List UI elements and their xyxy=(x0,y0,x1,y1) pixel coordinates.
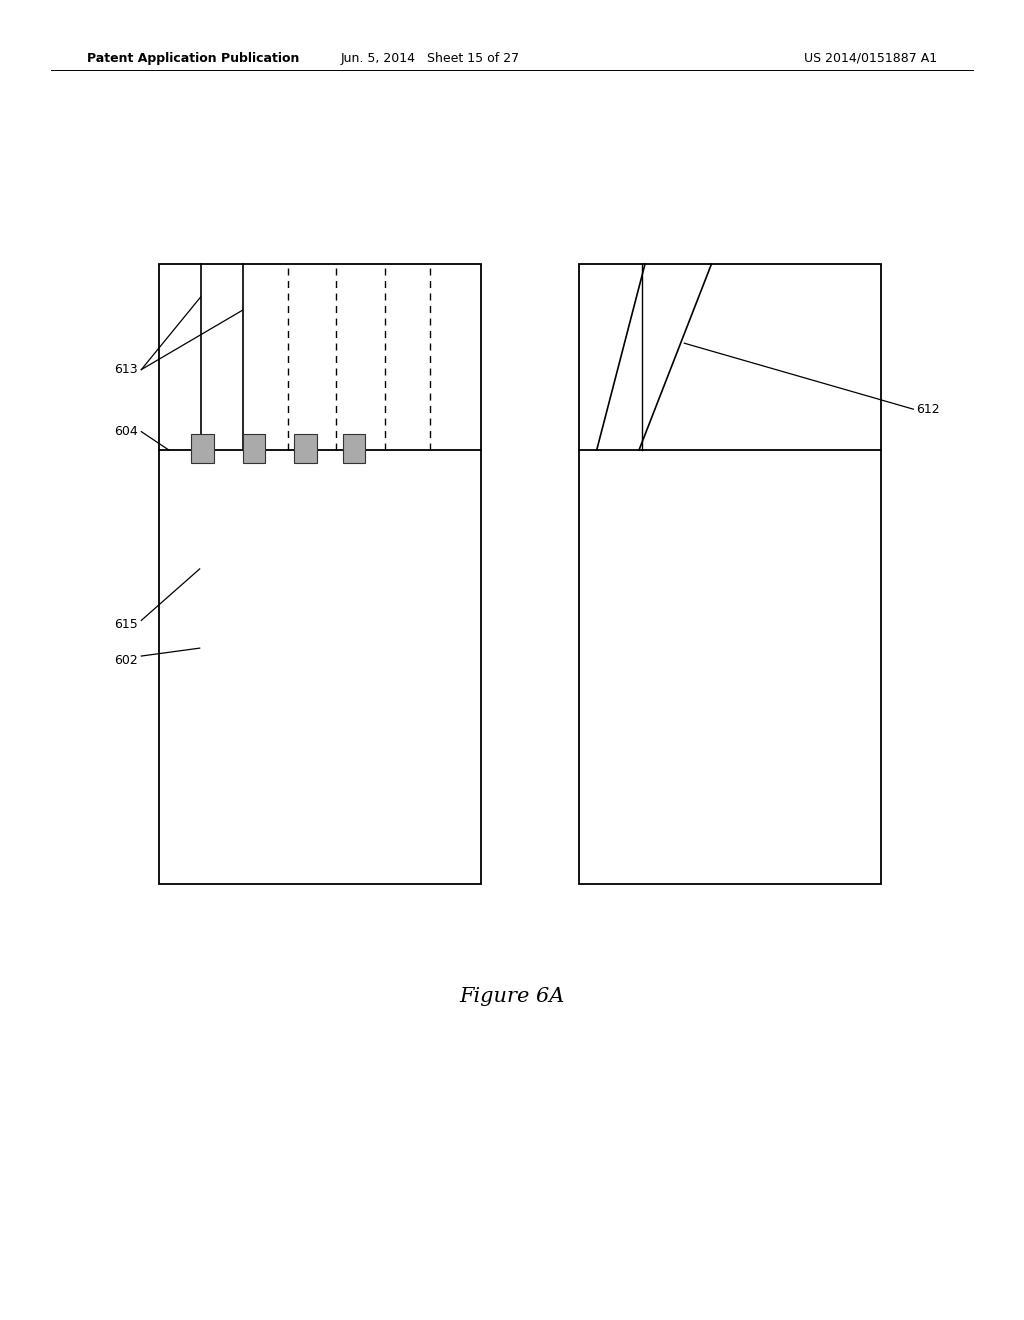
Bar xyxy=(343,434,366,463)
Text: 604: 604 xyxy=(115,425,138,438)
Bar xyxy=(159,264,481,884)
Text: 613: 613 xyxy=(115,363,138,376)
Text: Figure 6A: Figure 6A xyxy=(460,987,564,1006)
Text: Patent Application Publication: Patent Application Publication xyxy=(87,51,299,65)
Text: 602: 602 xyxy=(115,653,138,667)
Text: US 2014/0151887 A1: US 2014/0151887 A1 xyxy=(804,51,937,65)
Bar xyxy=(579,264,881,884)
Bar xyxy=(294,434,316,463)
Bar xyxy=(243,434,265,463)
Text: 612: 612 xyxy=(916,403,940,416)
Bar xyxy=(190,434,214,463)
Text: 615: 615 xyxy=(115,618,138,631)
Text: Jun. 5, 2014   Sheet 15 of 27: Jun. 5, 2014 Sheet 15 of 27 xyxy=(341,51,519,65)
